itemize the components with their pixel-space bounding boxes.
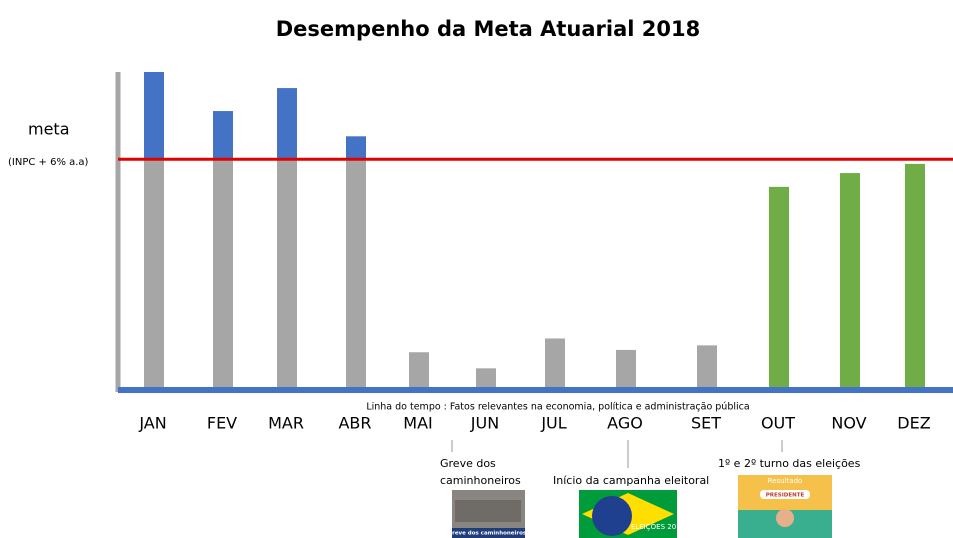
meta-label: meta xyxy=(28,120,70,139)
bar-segment xyxy=(346,159,366,389)
x-tick-label: FEV xyxy=(207,414,237,433)
event-text: Greve dos xyxy=(440,457,496,470)
x-tick-label: MAR xyxy=(268,414,304,433)
bar xyxy=(697,345,717,389)
meta-sublabel: (INPC + 6% a.a) xyxy=(8,157,89,168)
event-text: 1º e 2º turno das eleições xyxy=(718,457,861,470)
page: {"chart_data":{"type":"bar","title":"Des… xyxy=(0,0,953,538)
bar-segment-above xyxy=(346,136,366,159)
bar-segment xyxy=(277,159,297,389)
image-text: Resultado xyxy=(768,477,803,485)
bar xyxy=(409,352,429,389)
bar-segment-above xyxy=(277,88,297,159)
bar-segment-above xyxy=(144,72,164,159)
x-tick-label: JUN xyxy=(470,414,499,433)
image-text: PRESIDENTE xyxy=(766,493,805,499)
event-text: Início da campanha eleitoral xyxy=(553,474,709,487)
x-tick-label: JUL xyxy=(540,414,566,433)
x-tick-label: MAI xyxy=(403,414,432,433)
chart-title: Desempenho da Meta Atuarial 2018 xyxy=(276,17,700,41)
timeline-label: Linha do tempo : Fatos relevantes na eco… xyxy=(366,402,749,413)
x-tick-label: NOV xyxy=(831,414,866,433)
x-tick-label: DEZ xyxy=(897,414,930,433)
bar-segment xyxy=(213,159,233,389)
flag-image: ELEIÇÕES 2018 xyxy=(579,490,685,538)
bar-segment-above xyxy=(213,111,233,159)
truck-image: Greve dos caminhoneiros: xyxy=(448,490,529,538)
image-text: ELEIÇÕES 2018 xyxy=(631,522,685,531)
chart: Desempenho da Meta Atuarial 2018 meta (I… xyxy=(0,0,953,538)
image-text: Greve dos caminhoneiros: xyxy=(448,531,529,537)
x-tick-label: SET xyxy=(691,414,721,433)
result-image: Resultado PRESIDENTE xyxy=(738,475,832,538)
bar-segment xyxy=(144,159,164,389)
bar xyxy=(769,187,789,389)
bar xyxy=(905,164,925,389)
bar xyxy=(545,338,565,389)
x-tick-label: ABR xyxy=(338,414,371,433)
bar xyxy=(476,368,496,389)
x-tick-label: OUT xyxy=(761,414,795,433)
bar xyxy=(840,173,860,389)
x-tick-label: JAN xyxy=(138,414,166,433)
x-tick-label: AGO xyxy=(607,414,643,433)
bar xyxy=(616,350,636,389)
event-text: caminhoneiros xyxy=(440,474,521,487)
